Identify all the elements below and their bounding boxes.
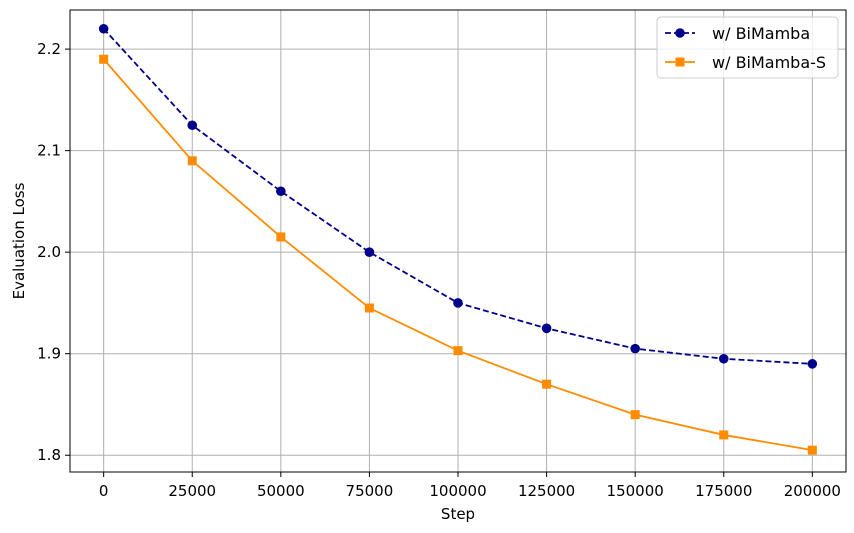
series-2-point xyxy=(453,346,463,356)
x-tick-label: 25000 xyxy=(168,482,216,500)
legend-entry-2-label: w/ BiMamba-S xyxy=(712,53,826,72)
series-2-point xyxy=(276,232,286,242)
series-1-point xyxy=(453,298,463,308)
series-2-point xyxy=(364,303,374,313)
series-2-point xyxy=(99,54,109,64)
x-axis-label: Step xyxy=(441,505,475,523)
series-2-point xyxy=(187,156,197,166)
series-2-point xyxy=(719,430,729,440)
series-1-point xyxy=(807,359,818,369)
x-tick-label: 200000 xyxy=(784,482,841,500)
series-1 xyxy=(98,23,818,369)
series-1-point xyxy=(98,23,109,34)
x-tick-label: 100000 xyxy=(429,482,486,500)
series-layer xyxy=(98,23,818,455)
series-2-point xyxy=(542,379,552,389)
series-1-point xyxy=(630,343,640,354)
x-tick-label: 75000 xyxy=(346,482,394,500)
x-tick-label: 150000 xyxy=(607,482,664,500)
legend-entry-1: w/ BiMamba xyxy=(665,24,810,43)
series-1-point xyxy=(718,353,729,364)
legend-entry-1-marker xyxy=(675,28,685,38)
y-axis-label: Evaluation Loss xyxy=(10,182,28,299)
series-1-point xyxy=(364,247,375,257)
x-tick-label: 0 xyxy=(99,482,109,500)
series-1-point xyxy=(541,323,552,334)
series-2-point xyxy=(630,410,640,420)
y-tick-label: 2.1 xyxy=(37,142,61,160)
x-tick-label: 50000 xyxy=(257,482,305,500)
y-tick-label: 2.2 xyxy=(37,40,61,58)
legend-entry-2-marker xyxy=(675,57,685,67)
legend-entry-1-label: w/ BiMamba xyxy=(712,24,810,43)
series-1-point xyxy=(276,186,286,197)
legend-box xyxy=(656,16,839,79)
legend: w/ BiMamba w/ BiMamba-S xyxy=(656,16,839,79)
x-tick-label: 175000 xyxy=(695,482,752,500)
series-2 xyxy=(99,54,817,455)
series-1-point xyxy=(187,120,198,131)
y-tick-label: 1.8 xyxy=(37,446,61,464)
grid xyxy=(70,10,846,472)
y-tick-label: 2.0 xyxy=(37,243,61,261)
axis-ticks: 0 25000 50000 75000 100000 125000 150000 175000… xyxy=(37,40,841,500)
y-tick-label: 1.9 xyxy=(37,345,61,363)
legend-entry-2: w/ BiMamba-S xyxy=(665,53,826,72)
series-2-point xyxy=(807,445,817,455)
x-tick-label: 125000 xyxy=(518,482,575,500)
